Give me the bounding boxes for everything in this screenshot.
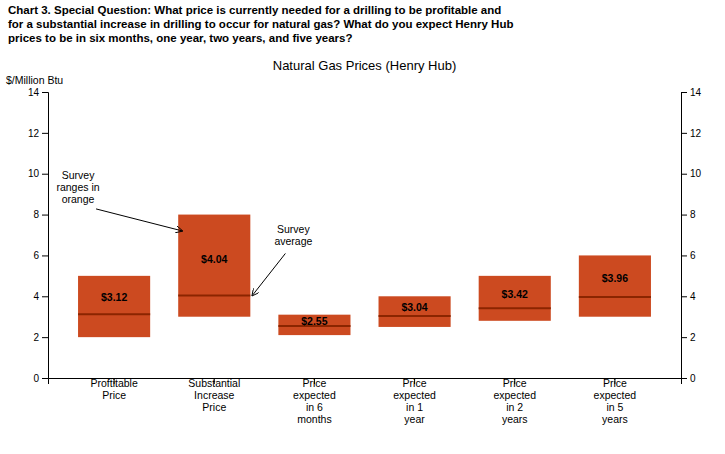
y2-tick-label: 4 [690, 291, 696, 302]
range-bar [178, 215, 250, 317]
average-line [379, 315, 451, 317]
y-tick-label: 2 [33, 332, 39, 343]
title: Natural Gas Prices (Henry Hub) [273, 58, 457, 73]
x-tick: Priceexpectedin 1year [393, 377, 436, 425]
y2-tick: 2 [681, 332, 696, 343]
data-label: $3.04 [401, 301, 427, 313]
y-tick-mark [42, 255, 48, 256]
x-tick: SubstantialIncreasePrice [188, 377, 240, 413]
x-tick-label: ProftitablePrice [90, 377, 137, 401]
y-tick-label: 14 [28, 87, 40, 98]
y-tick: 4 [33, 291, 48, 302]
y2-tick: 0 [681, 373, 696, 384]
range-bar [278, 315, 350, 335]
y-tick-mark [42, 296, 48, 297]
data-label: $4.04 [201, 253, 227, 265]
average-line [78, 313, 150, 315]
y-tick: 12 [28, 128, 48, 139]
y-tick-label: 12 [28, 128, 40, 139]
average-line [479, 307, 551, 309]
y2-tick-mark [681, 337, 687, 338]
data-label: $3.96 [602, 272, 628, 284]
y2-tick-label: 14 [690, 87, 702, 98]
x-tick-label: Priceexpectedin 2years [493, 377, 536, 425]
y2-tick-mark [681, 296, 687, 297]
y-tick-mark [42, 133, 48, 134]
y-tick-label: 6 [33, 250, 39, 261]
range-bar [78, 276, 150, 337]
y-tick: 6 [33, 250, 48, 261]
data-label: $3.12 [101, 291, 127, 303]
y2-tick-label: 10 [690, 168, 702, 179]
y2-tick-mark [681, 133, 687, 134]
annotation: Surveyaverage [274, 223, 312, 247]
y-tick: 14 [28, 87, 48, 98]
y-axis: 0 2 4 6 8 10 12 14 [28, 87, 49, 384]
y-tick-mark [42, 378, 48, 379]
average-line [178, 294, 250, 296]
x-tick: Priceexpectedin 5years [594, 377, 637, 425]
y-tick: 2 [33, 332, 48, 343]
data-label: $3.42 [502, 288, 528, 300]
y-tick-label: 4 [33, 291, 39, 302]
y2-axis: 0 2 4 6 8 10 12 14 [681, 87, 702, 384]
range-bar [579, 255, 651, 316]
y-tick-mark [42, 337, 48, 338]
annotations: Surveyranges inorange Surveyaverage [56, 169, 312, 296]
header: Chart 3. Special Question: What price is… [8, 4, 513, 44]
y-tick: 0 [33, 373, 48, 384]
y-tick: 10 [28, 168, 48, 179]
average-line [579, 296, 651, 298]
plot: 0 2 4 6 8 10 12 14 0 2 4 6 8 10 12 14 ProftitablePrice Su… [28, 87, 702, 425]
data-labels: $3.12 $4.04 $2.55 $3.04 $3.42 $3.96 [101, 253, 628, 327]
y2-tick: 6 [681, 250, 696, 261]
y-tick: 8 [33, 209, 48, 220]
x-tick-label: Priceexpectedin 5years [594, 377, 637, 425]
y2-axis-line [682, 93, 688, 379]
chart: Chart 3. Special Question: What price is… [0, 0, 725, 454]
data-label: $2.55 [301, 315, 327, 327]
y2-tick-label: 12 [690, 128, 702, 139]
y2-tick-mark [681, 174, 687, 175]
x-tick-label: Priceexpectedin 6months [293, 377, 336, 425]
y-tick-mark [42, 215, 48, 216]
y2-tick: 4 [681, 291, 696, 302]
x-axis-line [49, 379, 682, 385]
annotation-arrow [96, 209, 182, 231]
y2-tick-mark [681, 92, 687, 93]
y2-tick-label: 6 [690, 250, 696, 261]
y-tick-label: 0 [33, 373, 39, 384]
y2-tick-label: 2 [690, 332, 696, 343]
y2-tick-label: 8 [690, 209, 696, 220]
y2-tick: 12 [681, 128, 702, 139]
y-axis-line [42, 93, 49, 379]
annotation: Surveyranges inorange [56, 169, 99, 205]
y-axis-label: $/Million Btu [6, 74, 63, 86]
y-tick-mark [42, 174, 48, 175]
y2-tick: 10 [681, 168, 702, 179]
y2-tick-label: 0 [690, 373, 696, 384]
y2-tick-mark [681, 255, 687, 256]
x-tick: Priceexpectedin 6months [293, 377, 336, 425]
x-tick-label: Priceexpectedin 1year [393, 377, 436, 425]
range-bar [479, 276, 551, 321]
annotation-arrow [252, 253, 285, 295]
y-tick-mark [42, 92, 48, 93]
x-tick: Priceexpectedin 2years [493, 377, 536, 425]
y2-tick: 8 [681, 209, 696, 220]
marks [78, 215, 651, 338]
x-axis: ProftitablePrice SubstantialIncreasePrice… [49, 377, 682, 425]
x-tick-label: SubstantialIncreasePrice [188, 377, 240, 413]
y2-tick: 14 [681, 87, 702, 98]
y-tick-label: 10 [28, 168, 40, 179]
range-bar [379, 296, 451, 327]
y-tick-label: 8 [33, 209, 39, 220]
x-tick: ProftitablePrice [90, 377, 137, 401]
y2-tick-mark [681, 215, 687, 216]
